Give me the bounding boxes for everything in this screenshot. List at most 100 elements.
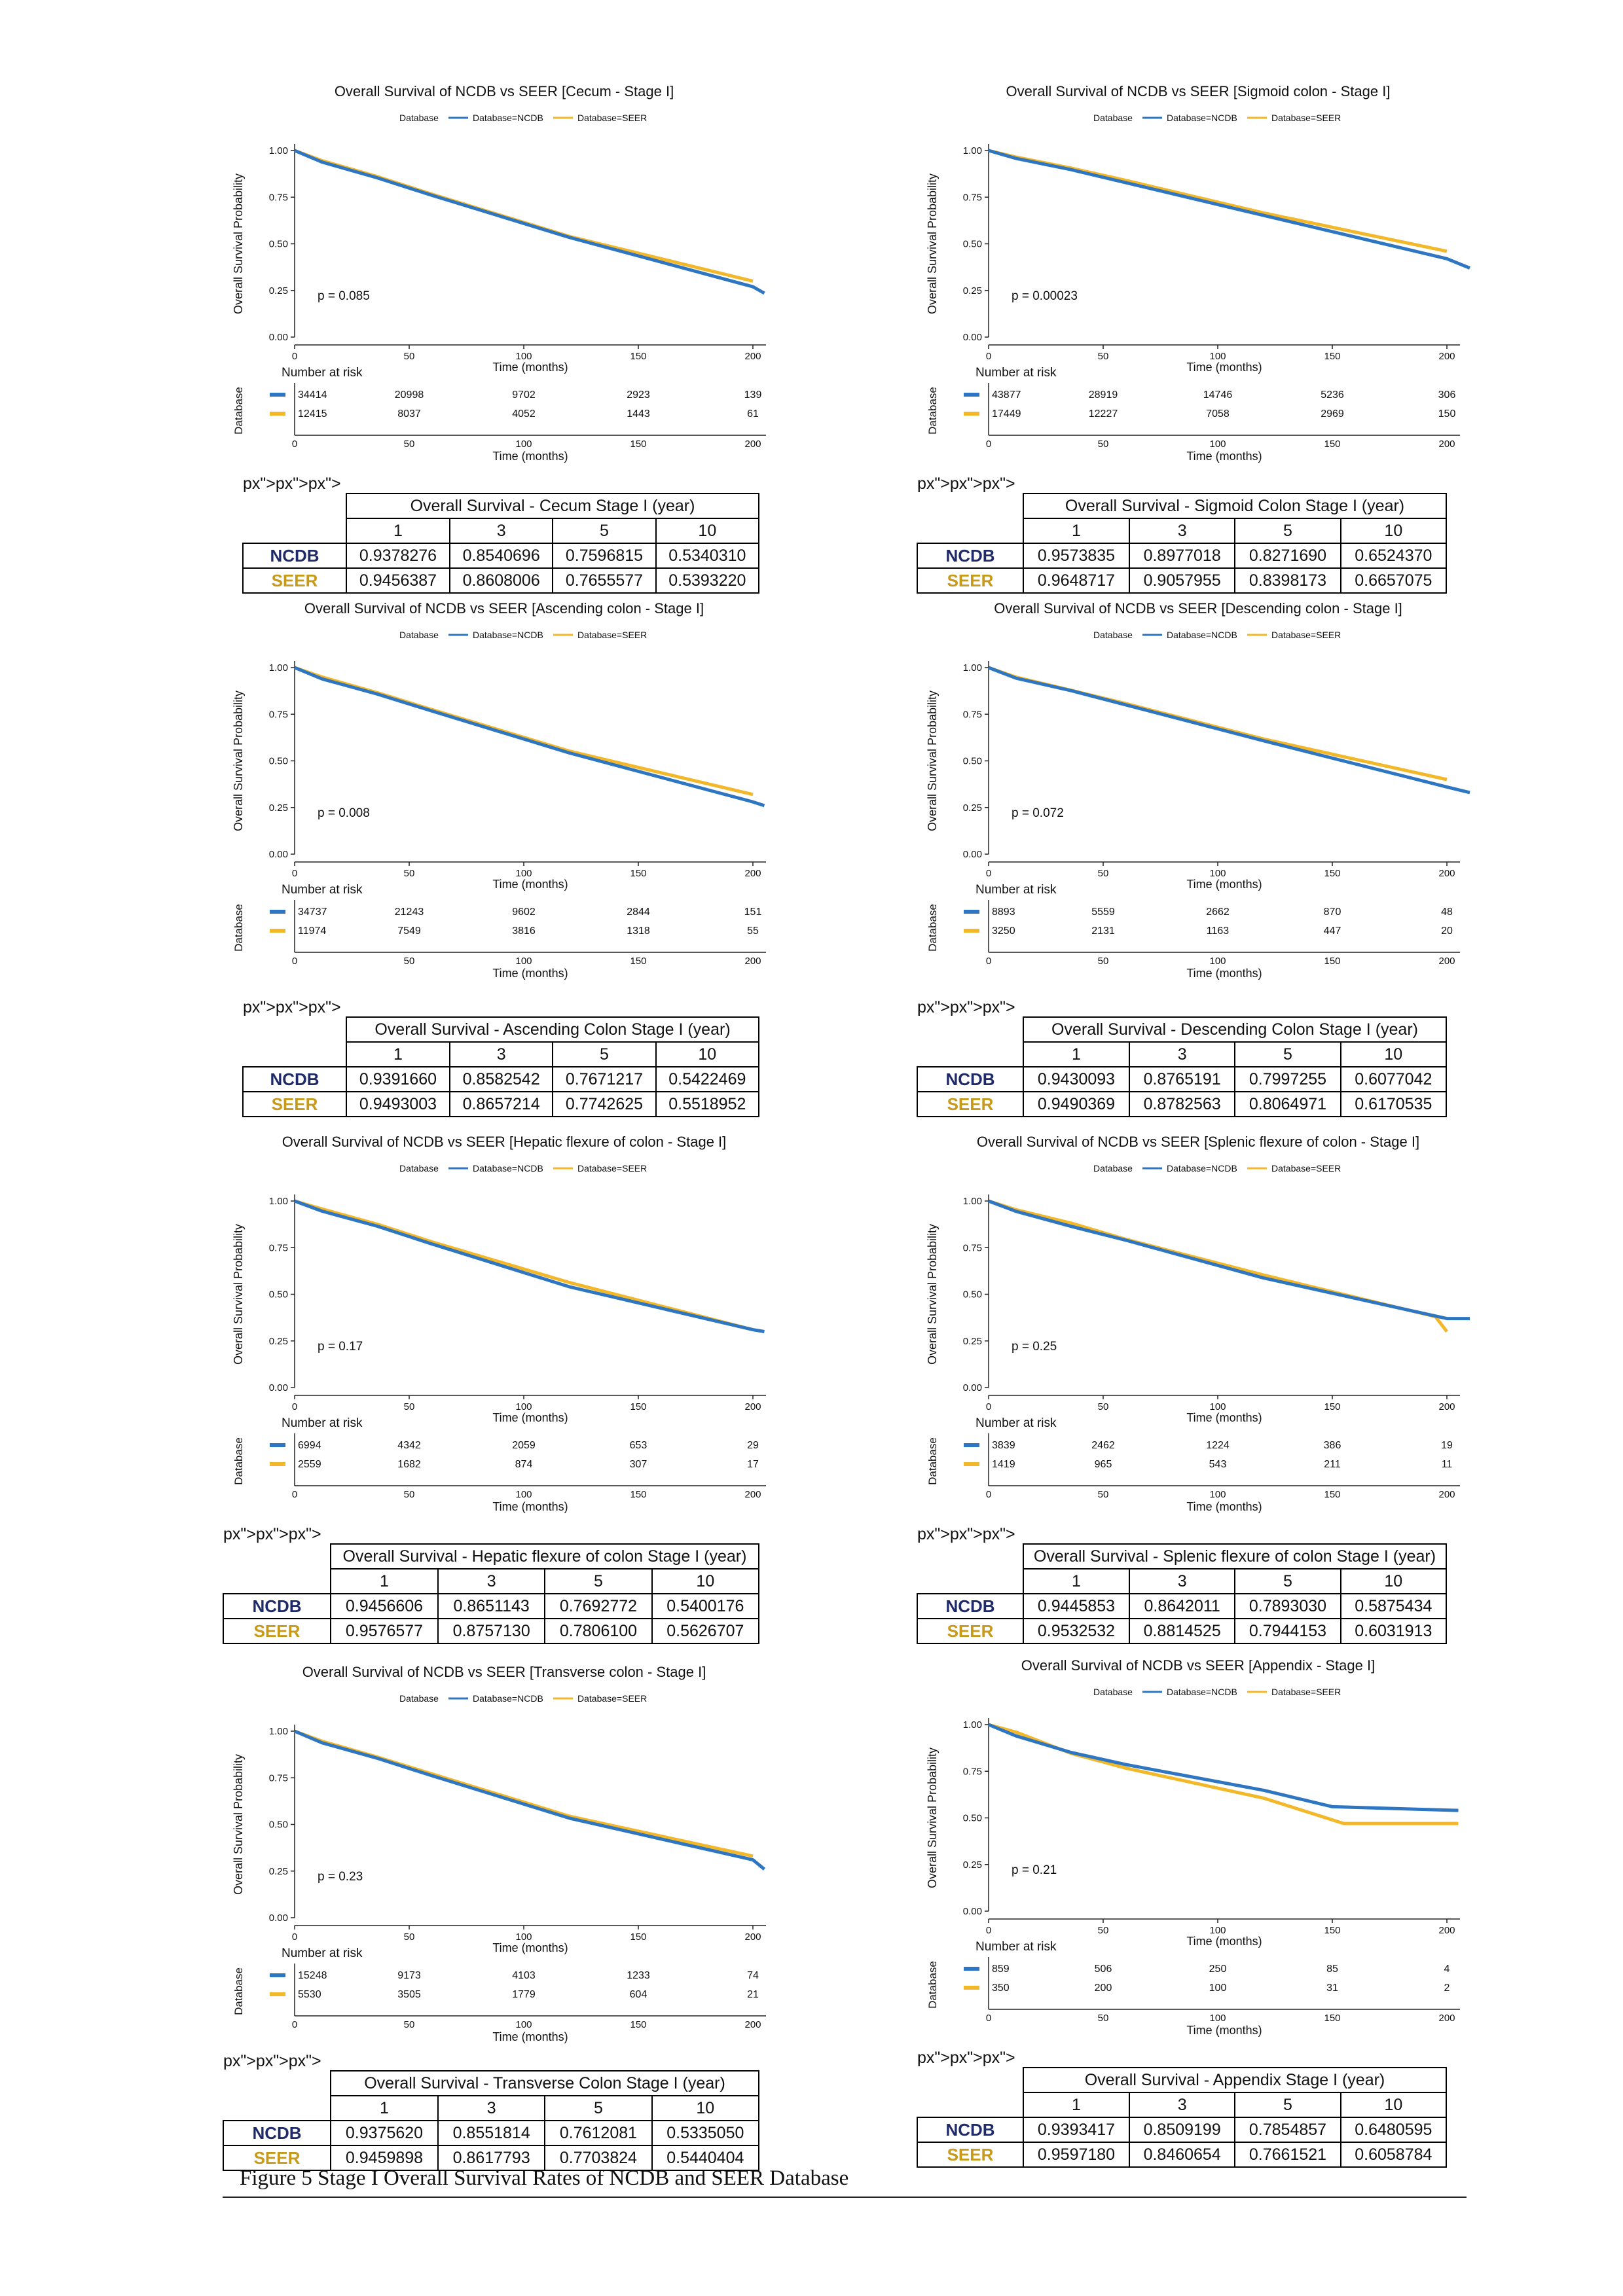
legend: Database Database=NCDB Database=SEER: [399, 113, 647, 123]
risk-seer-count: 1419: [992, 1459, 1015, 1470]
legend-seer-label: Database=SEER: [577, 113, 647, 123]
y-tick-label: 1.00: [269, 1726, 288, 1737]
p-value-label: p = 0.085: [318, 289, 370, 303]
survival-chart: Overall Survival of NCDB vs SEER [Descen…: [926, 600, 1470, 980]
legend-seer-label: Database=SEER: [577, 1163, 647, 1174]
risk-seer-count: 307: [630, 1459, 647, 1470]
risk-x-tick-label: 50: [1098, 1489, 1109, 1500]
y-tick-label: 0.75: [269, 192, 288, 203]
table-year-header: 1: [330, 2095, 439, 2121]
risk-ncdb-count: 21243: [395, 906, 424, 918]
risk-seer-count: 1318: [627, 925, 650, 937]
risk-axis-label: Database: [232, 904, 245, 952]
seer-survival-value: 0.8617793: [437, 2145, 546, 2171]
risk-seer-count: 11: [1442, 1459, 1453, 1470]
x-axis-label: Time (months): [1186, 878, 1262, 891]
ncdb-survival-value: 0.5422469: [655, 1066, 760, 1092]
risk-ncdb-count: 1224: [1206, 1440, 1230, 1451]
table-title: Overall Survival - Hepatic flexure of co…: [330, 1543, 759, 1570]
seer-survival-value: 0.6031913: [1340, 1618, 1448, 1644]
risk-seer-count: 5530: [298, 1989, 321, 2000]
table-year-header: 3: [1128, 2092, 1236, 2118]
y-tick-label: 0.00: [269, 849, 288, 860]
row-label-ncdb: NCDB: [242, 1066, 347, 1092]
legend-ncdb-label: Database=NCDB: [1167, 1163, 1237, 1174]
survival-chart: Overall Survival of NCDB vs SEER [Sigmoi…: [926, 83, 1470, 463]
seer-survival-value: 0.7661521: [1234, 2142, 1341, 2168]
survival-panel: Overall Survival of NCDB vs SEER [Spleni…: [917, 1132, 1480, 1525]
risk-ncdb-count: 139: [744, 389, 762, 401]
seer-survival-value: 0.8814525: [1128, 1618, 1236, 1644]
y-tick-label: 0.75: [269, 1772, 288, 1784]
risk-x-tick-label: 50: [404, 1489, 415, 1500]
table-year-header: 5: [544, 1568, 653, 1594]
risk-x-tick-label: 150: [1324, 439, 1340, 450]
p-value-label: p = 0.21: [1012, 1863, 1057, 1877]
chart-title: Overall Survival of NCDB vs SEER [Cecum …: [335, 83, 674, 99]
caption-rule: [223, 2197, 1467, 2198]
survival-chart: Overall Survival of NCDB vs SEER [Hepati…: [232, 1134, 766, 1513]
y-tick-label: 0.50: [269, 756, 288, 767]
y-tick-label: 0.25: [963, 802, 982, 814]
risk-ncdb-count: 43877: [992, 389, 1021, 401]
y-tick-label: 0.75: [269, 709, 288, 720]
risk-ncdb-count: 2059: [512, 1440, 536, 1451]
y-tick-label: 1.00: [963, 145, 982, 156]
chart-title: Overall Survival of NCDB vs SEER [Hepati…: [282, 1134, 727, 1150]
p-value-label: p = 0.008: [318, 806, 370, 820]
risk-ncdb-count: 151: [744, 906, 762, 918]
p-value-label: p = 0.23: [318, 1870, 363, 1884]
x-tick-label: 150: [630, 351, 646, 362]
seer-survival-value: 0.9490369: [1023, 1091, 1130, 1117]
risk-x-tick-label: 150: [630, 439, 646, 450]
risk-x-tick-label: 100: [515, 1489, 532, 1500]
x-tick-label: 150: [1324, 868, 1340, 879]
y-axis-label: Overall Survival Probability: [926, 691, 939, 831]
risk-ncdb-count: 48: [1441, 906, 1453, 918]
row-label-ncdb: NCDB: [917, 543, 1024, 569]
risk-seer-count: 12227: [1089, 408, 1118, 420]
risk-seer-count: 100: [1209, 1982, 1227, 1994]
x-tick-label: 50: [1098, 351, 1109, 362]
y-axis-label: Overall Survival Probability: [232, 173, 245, 314]
seer-survival-value: 0.7655577: [552, 567, 657, 594]
ncdb-survival-value: 0.9456606: [330, 1593, 439, 1619]
ncdb-survival-line: [988, 149, 1470, 270]
risk-x-tick-label: 100: [515, 2019, 532, 2030]
y-axis-label: Overall Survival Probability: [926, 1748, 939, 1888]
x-tick-label: 100: [515, 868, 532, 879]
risk-x-tick-label: 50: [1098, 2013, 1109, 2024]
ncdb-survival-value: 0.7893030: [1234, 1593, 1341, 1619]
risk-x-axis-label: Time (months): [492, 2030, 568, 2043]
risk-seer-count: 874: [515, 1459, 533, 1470]
seer-survival-line: [988, 1723, 1459, 1825]
risk-axis-label: Database: [926, 387, 939, 435]
ncdb-survival-value: 0.6480595: [1340, 2117, 1448, 2143]
table-corner: [243, 1017, 347, 1067]
legend-ncdb-label: Database=NCDB: [473, 1163, 543, 1174]
y-tick-label: 1.00: [963, 1196, 982, 1207]
risk-ncdb-count: 14746: [1203, 389, 1233, 401]
table-year-header: 5: [1234, 2092, 1341, 2118]
x-tick-label: 0: [292, 1401, 297, 1412]
seer-survival-value: 0.9493003: [346, 1091, 450, 1117]
y-axis-label: Overall Survival Probability: [926, 1224, 939, 1365]
risk-x-tick-label: 0: [986, 1489, 991, 1500]
chart-title: Overall Survival of NCDB vs SEER [Append…: [1021, 1657, 1375, 1674]
y-tick-label: 0.25: [269, 802, 288, 814]
risk-table-title: Number at risk: [282, 883, 363, 897]
y-tick-label: 1.00: [269, 1196, 288, 1207]
row-label-seer: SEER: [242, 567, 347, 594]
legend-seer-label: Database=SEER: [577, 1693, 647, 1704]
x-tick-label: 50: [404, 1401, 415, 1412]
row-label-seer: SEER: [917, 1618, 1024, 1644]
risk-seer-count: 2559: [298, 1459, 321, 1470]
risk-seer-count: 1779: [512, 1989, 536, 2000]
row-label-seer: SEER: [223, 2145, 331, 2171]
risk-x-tick-label: 0: [986, 2013, 991, 2024]
table-year-header: 10: [651, 2095, 760, 2121]
y-tick-label: 0.00: [269, 1382, 288, 1393]
seer-survival-value: 0.9648717: [1023, 567, 1130, 594]
y-tick-label: 0.00: [269, 332, 288, 343]
risk-x-tick-label: 150: [1324, 956, 1340, 967]
